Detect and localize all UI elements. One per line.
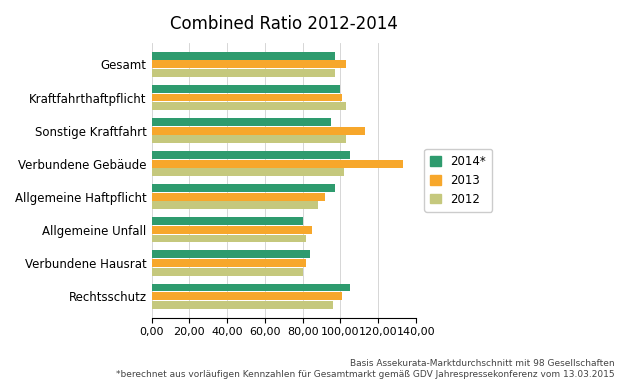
Bar [152,259,306,267]
Bar [152,217,302,225]
Bar [152,151,350,159]
Bar [152,201,318,210]
Bar [152,135,346,143]
Bar [152,118,331,126]
Legend: 2014*, 2013, 2012: 2014*, 2013, 2012 [424,149,492,211]
Bar [152,292,342,300]
Bar [152,160,402,168]
Bar [152,93,342,101]
Bar [152,283,350,291]
Text: Basis Assekurata-Marktdurchschnitt mit 98 Gesellschaften: Basis Assekurata-Marktdurchschnitt mit 9… [350,359,615,368]
Bar [152,69,335,77]
Text: *berechnet aus vorläufigen Kennzahlen für Gesamtmarkt gemäß GDV Jahrespressekonf: *berechnet aus vorläufigen Kennzahlen fü… [116,370,615,379]
Bar [152,226,312,234]
Bar [152,301,333,309]
Bar [152,169,344,176]
Bar [152,193,325,201]
Bar [152,102,346,110]
Title: Combined Ratio 2012-2014: Combined Ratio 2012-2014 [170,15,397,33]
Bar [152,234,306,242]
Bar [152,127,365,134]
Bar [152,85,340,93]
Bar [152,61,346,69]
Bar [152,184,335,192]
Bar [152,52,335,60]
Bar [152,250,310,259]
Bar [152,268,302,276]
